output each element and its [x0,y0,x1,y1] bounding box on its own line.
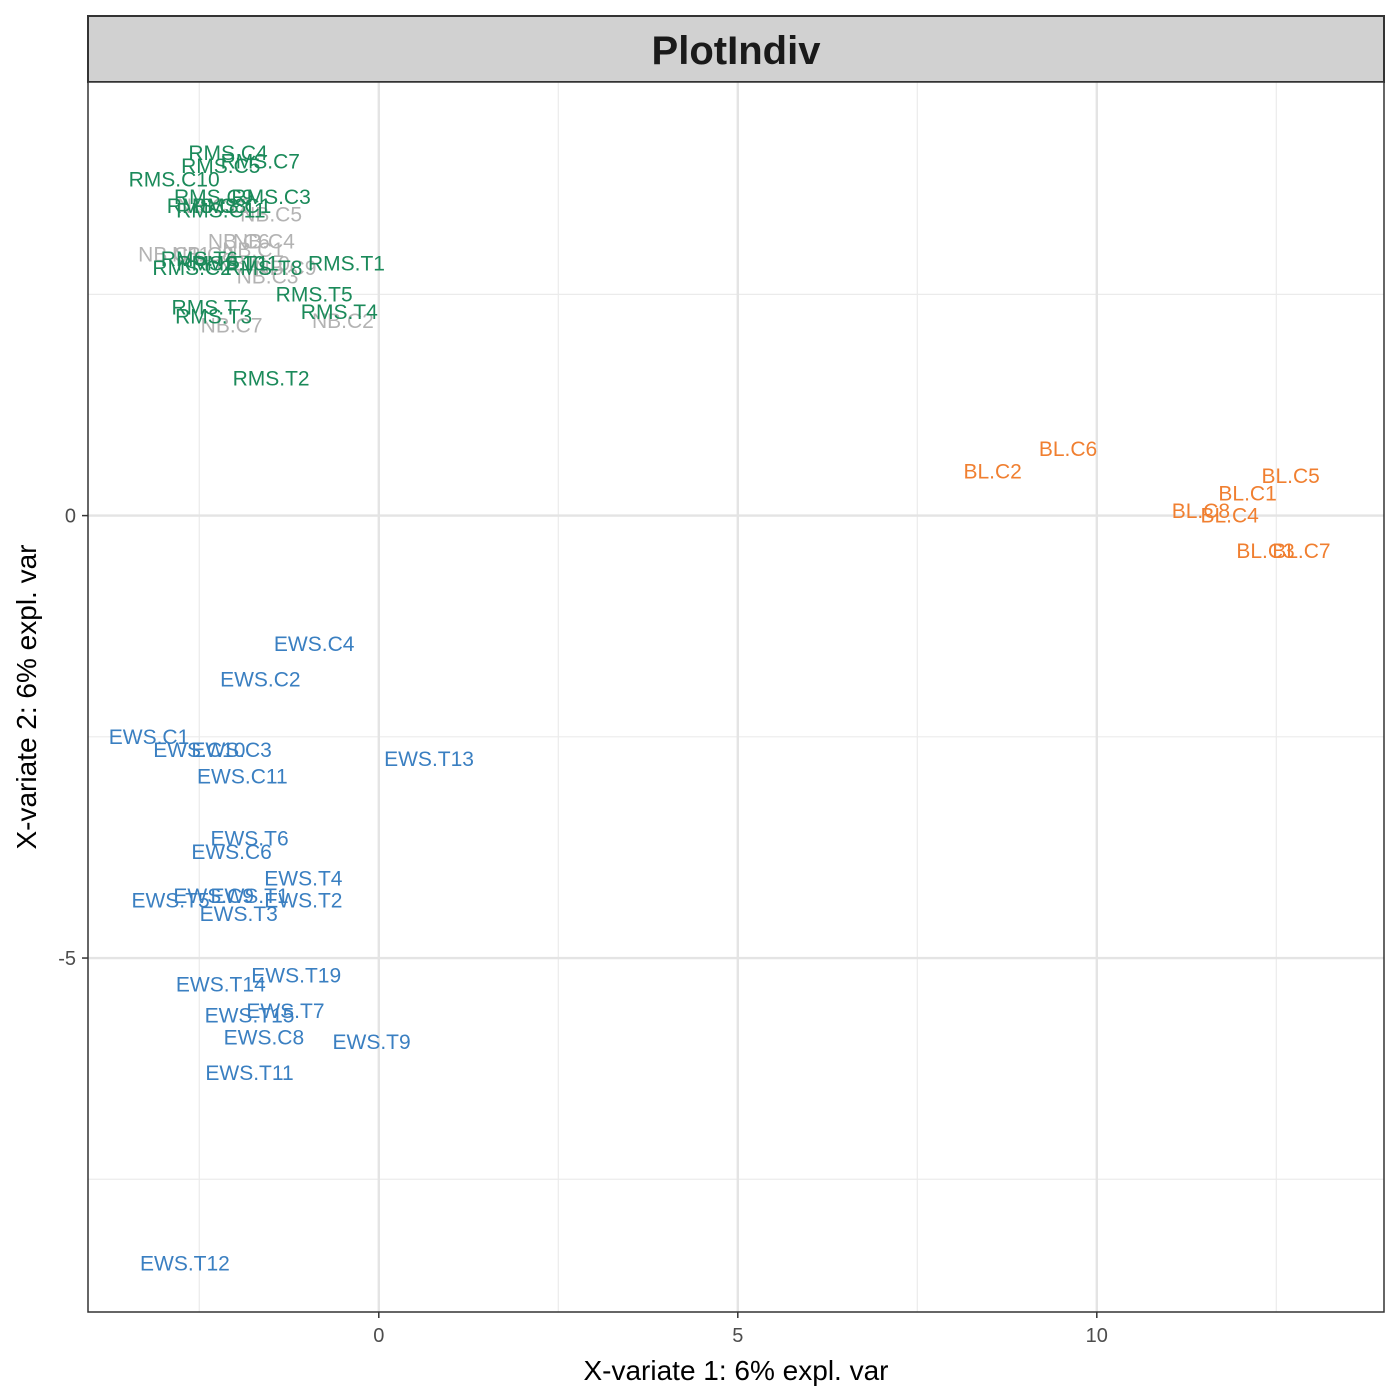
point-label: EWS.T19 [251,965,341,988]
point-label: NB.C10 [216,252,290,275]
point-label: EWS.T9 [333,1031,411,1054]
point-label: RMS.T7 [172,297,249,320]
point-label: RMS.C4 [188,142,268,165]
x-tick-label: 0 [373,1325,384,1347]
point-label: NB.C12 [177,195,251,218]
point-label: EWS.T7 [246,1000,324,1023]
point-label: NB.C1 [222,239,284,262]
point-label: BL.C1 [1218,482,1276,505]
point-label: EWS.T4 [264,867,342,890]
point-label: RMS.C10 [129,168,220,191]
point-label: RMS.C8 [167,195,246,218]
point-label: BL.C2 [963,460,1021,483]
point-label: EWS.C4 [274,633,355,656]
point-label: RMS.C1 [192,195,271,218]
point-label: RMS.T4 [301,301,378,324]
chart-title: PlotIndiv [652,29,822,73]
point-label: EWS.C6 [191,841,272,864]
point-label: EWS.T2 [264,890,342,913]
strip-background [87,15,1385,83]
point-label: EWS.T15 [205,1005,295,1028]
y-tick-label: 0 [65,506,76,528]
point-label: RMS.T11 [192,252,279,275]
y-tick-label: -5 [58,948,76,970]
point-labels: NB.C1 NB.C2 NB.C3 NB.C4 NB.C5 NB.C6 NB.C7 NB.C8… [109,142,1331,1276]
point-label: RMS.T8 [225,257,302,280]
point-label: NB.C11 [138,244,210,267]
point-label: NB.C5 [240,204,302,227]
point-label: RMS.C11 [176,199,265,222]
point-label: RMS.T1 [308,252,385,275]
point-label: NB.C4 [233,230,295,253]
point-label: EWS.C3 [191,739,272,762]
point-label: BL.C4 [1200,505,1259,528]
x-axis-title: X-variate 1: 6% expl. var [583,1355,888,1386]
point-label: NB.C8 [172,244,234,267]
point-label: EWS.T1 [210,885,288,908]
point-label: RMS.T3 [175,305,252,328]
y-axis-title: X-variate 2: 6% expl. var [11,544,42,849]
point-label: BL.C8 [1172,500,1230,523]
point-label: RMS.T6 [161,248,238,271]
point-label: RMS.T10 [176,252,265,275]
point-label: EWS.T5 [131,890,209,913]
point-label: EWS.T3 [200,903,278,926]
point-label: RMS.T5 [276,283,353,306]
y-axis-ticks: -5 0 [58,506,88,970]
point-label: EWS.C10 [153,739,245,762]
point-label: EWS.C1 [109,726,190,749]
x-axis-ticks: 0 5 10 [373,1312,1108,1347]
point-label: EWS.C2 [220,668,301,691]
x-tick-label: 10 [1086,1325,1108,1347]
point-label: BL.C5 [1261,465,1319,488]
plot-panel [88,82,1384,1312]
point-label: NB.C2 [312,310,374,333]
point-label: NB.C9 [255,257,317,280]
point-label: RMS.C2 [152,257,231,280]
point-label: BL.C6 [1039,438,1097,461]
point-label: BL.C7 [1272,540,1330,563]
point-label: NB.C3 [237,266,299,289]
point-label: RMS.T2 [233,367,310,390]
point-label: RMS.C7 [221,151,300,174]
point-label: EWS.T12 [140,1252,230,1275]
plot-panel-border [87,81,1385,1313]
point-label: RMS.C3 [231,186,310,209]
x-tick-label: 5 [732,1325,743,1347]
point-label: EWS.C8 [224,1027,305,1050]
point-label: EWS.C11 [197,766,288,789]
point-label: RMS.C5 [181,155,260,178]
point-label: EWS.T14 [176,974,266,997]
grid-lines [88,82,1384,1312]
point-label: NB.C6 [208,230,270,253]
point-label: EWS.T6 [210,828,288,851]
point-label: BL.C3 [1236,540,1294,563]
point-label: EWS.T11 [205,1062,293,1085]
point-label: RMS.C9 [174,186,253,209]
point-label: EWS.C9 [173,885,254,908]
point-label: EWS.T13 [384,748,474,771]
point-label: NB.C7 [201,314,263,337]
